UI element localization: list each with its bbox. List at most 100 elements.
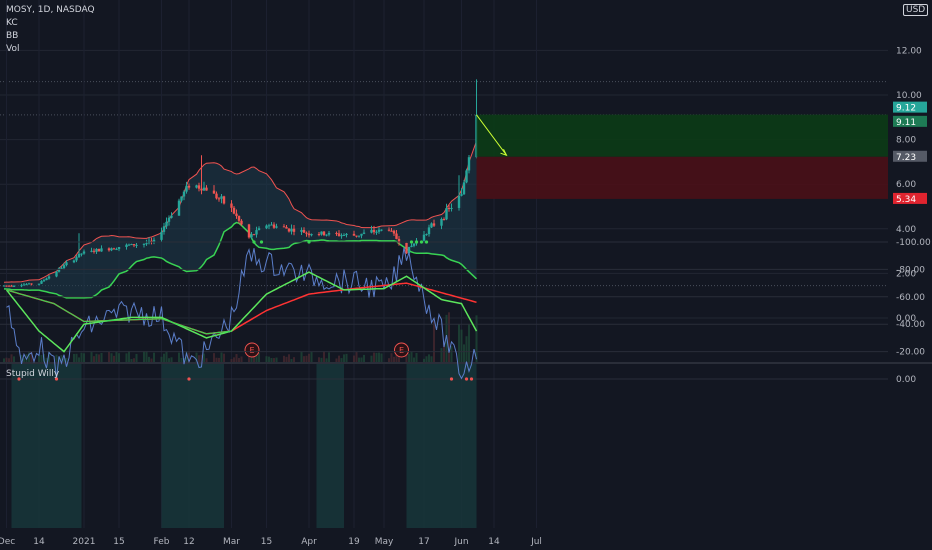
earnings-marker-label-0: E [249, 346, 254, 355]
volume-bar [393, 356, 395, 362]
candle-body [305, 232, 308, 234]
candle-body [327, 232, 331, 235]
volume-bar [10, 354, 13, 362]
time-tick-label-5: 12 [183, 537, 194, 547]
time-tick-label-7: 15 [261, 537, 272, 547]
candle-body [320, 231, 323, 235]
volume-bar [465, 336, 468, 362]
volume-bar [283, 355, 285, 362]
volume-bar [425, 356, 428, 362]
volume-bar [460, 329, 463, 362]
volume-bar [303, 356, 305, 362]
time-tick-label-13: 14 [488, 537, 500, 547]
volume-bar [448, 312, 450, 362]
candle-body [335, 232, 338, 234]
candle-body [282, 226, 286, 228]
candle-body [152, 239, 156, 242]
candle-body [412, 243, 416, 246]
price-badge-1 [893, 115, 927, 127]
candle-body [450, 207, 453, 209]
candle-body [130, 244, 133, 246]
candle-body [445, 207, 448, 220]
candle-body [232, 207, 236, 214]
candle-body [250, 234, 253, 238]
volume-bar [265, 356, 268, 362]
candle-body [292, 228, 296, 232]
buy-signal-dot-2 [307, 240, 311, 244]
volume-bar [415, 352, 418, 362]
time-tick-label-9: 19 [348, 537, 360, 547]
candle-body [340, 235, 343, 237]
candle-body [42, 280, 46, 282]
volume-bar [223, 353, 225, 362]
candle-body [165, 221, 168, 227]
volume-bar [395, 351, 398, 362]
candle-body [90, 250, 93, 252]
indicator-kc[interactable]: KC [6, 18, 18, 28]
volume-bar [463, 344, 465, 362]
price-tick-label-3: 6.00 [896, 180, 916, 190]
candle-body [425, 234, 428, 236]
earnings-marker-0 [244, 342, 260, 358]
indicator-bb[interactable]: BB [6, 31, 19, 41]
candle-body [47, 276, 51, 279]
time-tick-label-11: 17 [418, 537, 429, 547]
volume-bar [328, 352, 330, 362]
candle-body [60, 268, 63, 270]
volume-bar [215, 357, 218, 362]
candle-body [267, 225, 271, 227]
candle-body [432, 223, 436, 226]
oscillator-shade-3 [406, 364, 477, 528]
candle-body [217, 198, 221, 200]
volume-bar [135, 353, 138, 362]
volume-bar [108, 351, 110, 362]
time-tick-label-1: 14 [33, 537, 45, 547]
candle-body [355, 235, 358, 237]
candle-body [75, 257, 78, 261]
volume-bar [358, 357, 360, 362]
candle-body [125, 244, 128, 247]
price-tick-label-2: 4.00 [896, 225, 916, 235]
price-badge-3 [893, 192, 927, 204]
candle-body [5, 285, 8, 287]
volume-bar [150, 358, 153, 362]
candle-body [237, 215, 241, 221]
candle-body [257, 228, 261, 231]
volume-bar [270, 358, 273, 362]
volume-bar [388, 358, 390, 362]
osc-tick-label-0: 0.00 [896, 375, 916, 385]
volume-bar [343, 354, 345, 362]
volume-bar [8, 358, 10, 362]
volume-bar [168, 358, 170, 362]
buy-signal-dot-3 [409, 240, 414, 244]
green-ma-line [5, 271, 478, 353]
buy-signal-dot-6 [424, 240, 429, 244]
volume-bar [170, 357, 173, 362]
volume-bar [200, 354, 203, 362]
sell-signal-dot-3 [449, 377, 454, 381]
indicator-vol[interactable]: Vol [6, 44, 20, 54]
candle-body [45, 278, 48, 281]
volume-bar [338, 355, 340, 362]
candle-body [360, 233, 363, 236]
candle-body [37, 283, 41, 285]
sell-signal-dot-4 [464, 377, 469, 381]
profit-zone [476, 114, 888, 157]
candle-body [422, 234, 426, 241]
volume-bar [100, 352, 103, 362]
volume-bar [110, 353, 113, 362]
volume-bar [413, 357, 415, 362]
candle-body [55, 271, 58, 277]
candle-body [167, 217, 171, 222]
time-tick-label-12: Jun [453, 537, 468, 547]
time-tick-label-6: Mar [223, 537, 240, 547]
candle-body [337, 233, 341, 236]
candle-body [317, 234, 321, 236]
currency-badge[interactable]: USD [903, 4, 929, 16]
volume-bar [253, 354, 255, 362]
volume-bar [45, 357, 48, 362]
volume-bar [78, 357, 80, 362]
volume-bar [148, 356, 150, 362]
candle-body [82, 251, 86, 254]
